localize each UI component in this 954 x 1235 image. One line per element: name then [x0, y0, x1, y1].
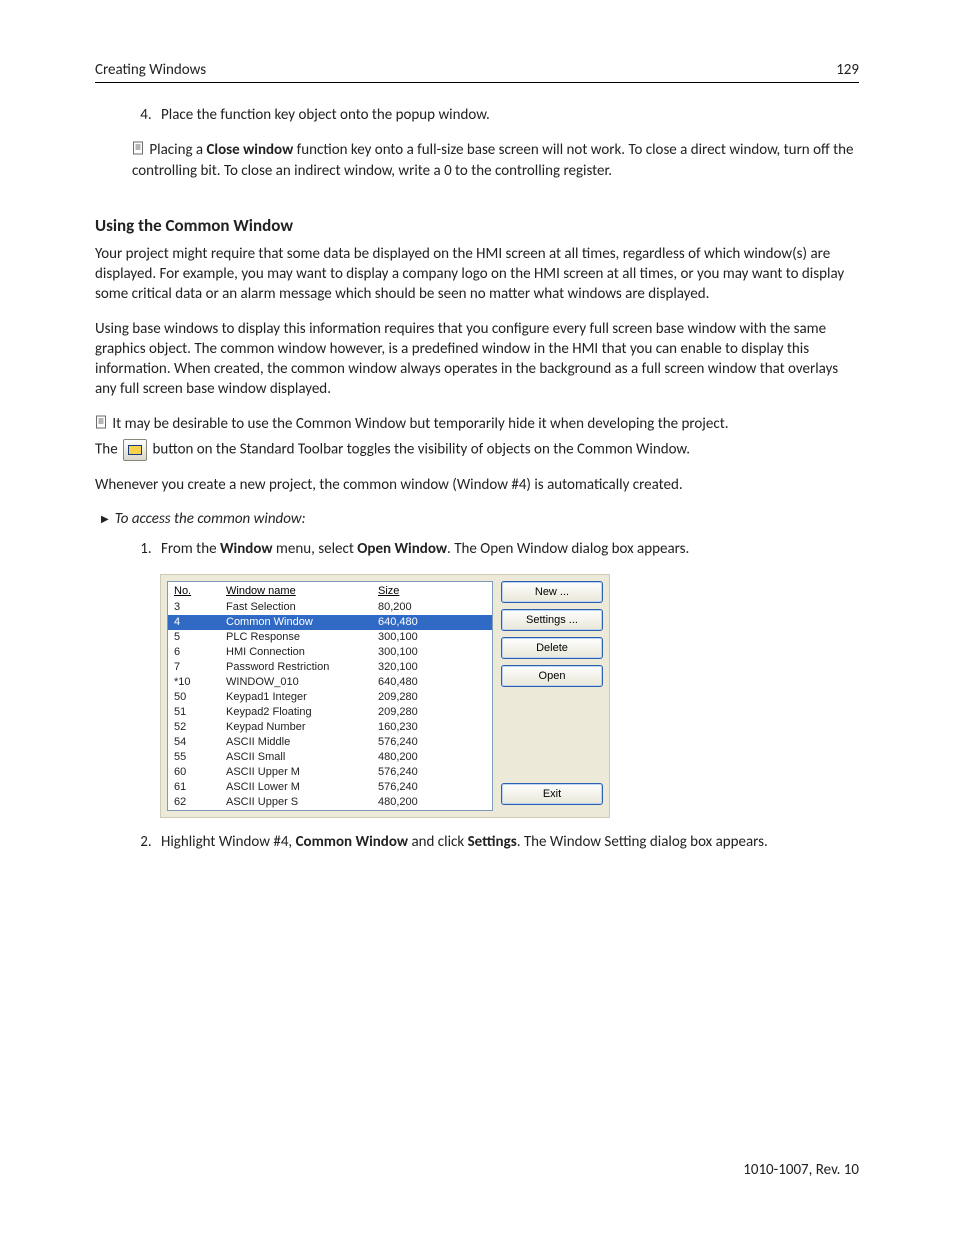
col-no: No.	[174, 584, 226, 599]
dialog-button-column: New ... Settings ... Delete Open Exit	[501, 581, 603, 811]
list-row[interactable]: 6HMI Connection300,100	[168, 645, 492, 660]
section-title: Using the Common Window	[95, 215, 859, 238]
task-heading: To access the common window:	[95, 509, 859, 529]
step-1: From the Window menu, select Open Window…	[155, 539, 859, 559]
list-row[interactable]: 61ASCII Lower M576,240	[168, 780, 492, 795]
header-left: Creating Windows	[95, 60, 206, 80]
list-row[interactable]: 62ASCII Upper S480,200	[168, 795, 492, 810]
open-button[interactable]: Open	[501, 665, 603, 687]
open-window-dialog: No. Window name Size 3Fast Selection80,2…	[160, 574, 610, 818]
list-row[interactable]: *10WINDOW_010640,480	[168, 675, 492, 690]
new-button[interactable]: New ...	[501, 581, 603, 603]
page-header: Creating Windows 129	[95, 60, 859, 83]
list-row[interactable]: 63ASCII Lower S480,200	[168, 810, 492, 811]
exit-button[interactable]: Exit	[501, 783, 603, 805]
list-row[interactable]: 51Keypad2 Floating209,280	[168, 705, 492, 720]
header-right: 129	[836, 60, 859, 80]
note-icon	[132, 141, 144, 161]
col-size: Size	[378, 584, 486, 599]
step-2: Highlight Window #4, Common Window and c…	[155, 832, 859, 852]
list-row[interactable]: 3Fast Selection80,200	[168, 600, 492, 615]
note-icon	[95, 415, 107, 435]
para-4: Whenever you create a new project, the c…	[95, 475, 859, 495]
settings-button[interactable]: Settings ...	[501, 609, 603, 631]
list-row[interactable]: 60ASCII Upper M576,240	[168, 765, 492, 780]
list-row[interactable]: 5PLC Response300,100	[168, 630, 492, 645]
list-row[interactable]: 52Keypad Number160,230	[168, 720, 492, 735]
window-list[interactable]: No. Window name Size 3Fast Selection80,2…	[167, 581, 493, 811]
list-row[interactable]: 54ASCII Middle576,240	[168, 735, 492, 750]
para-1: Your project might require that some dat…	[95, 244, 859, 305]
footer: 1010-1007, Rev. 10	[743, 1160, 859, 1180]
list-row[interactable]: 4Common Window640,480	[168, 615, 492, 630]
list-row[interactable]: 7Password Restriction320,100	[168, 660, 492, 675]
list-header: No. Window name Size	[168, 584, 492, 600]
list-row[interactable]: 50Keypad1 Integer209,280	[168, 690, 492, 705]
para-2: Using base windows to display this infor…	[95, 319, 859, 400]
delete-button[interactable]: Delete	[501, 637, 603, 659]
note-hide-common: It may be desirable to use the Common Wi…	[95, 414, 859, 435]
toggle-common-window-icon	[123, 439, 147, 461]
para-3: The button on the Standard Toolbar toggl…	[95, 439, 859, 461]
note-close-window: Placing a Close window function key onto…	[132, 140, 859, 182]
col-name: Window name	[226, 584, 378, 599]
list-row[interactable]: 55ASCII Small480,200	[168, 750, 492, 765]
step-4: Place the function key object onto the p…	[155, 105, 859, 125]
